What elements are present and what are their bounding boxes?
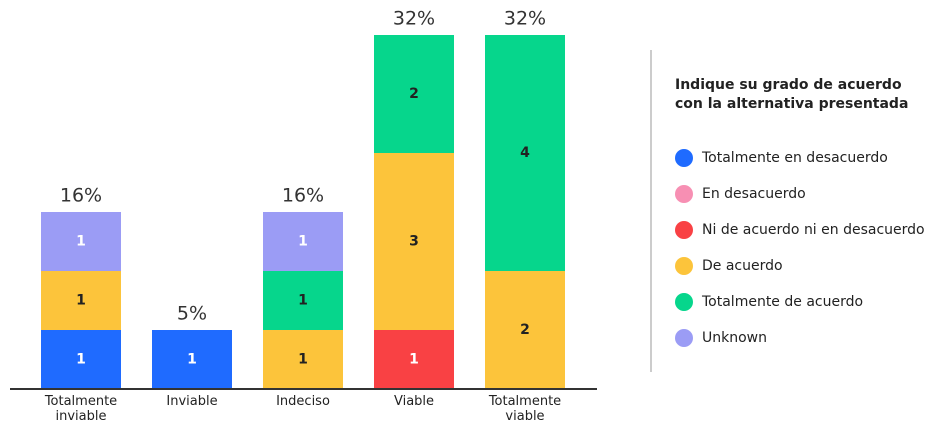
x-tick-label: Totalmente viable bbox=[488, 394, 562, 424]
segment-label: 4 bbox=[520, 145, 530, 161]
x-tick-label: Viable bbox=[393, 394, 435, 409]
bar-segment bbox=[485, 271, 565, 389]
segment-label: 1 bbox=[76, 352, 86, 368]
legend-swatch bbox=[675, 293, 693, 311]
bar-segment bbox=[41, 212, 121, 271]
segment-label: 1 bbox=[409, 352, 419, 368]
bar-segment bbox=[41, 330, 121, 389]
legend-label: Unknown bbox=[702, 330, 767, 346]
legend-title: Indique su grado de acuerdo con la alter… bbox=[675, 77, 909, 112]
bar-segment bbox=[374, 330, 454, 389]
segment-label: 3 bbox=[409, 234, 419, 250]
bar-segment bbox=[485, 35, 565, 271]
segment-label: 1 bbox=[298, 293, 308, 309]
bar-segment bbox=[263, 271, 343, 330]
segment-label: 2 bbox=[409, 86, 419, 102]
legend-label: En desacuerdo bbox=[702, 186, 806, 202]
legend-swatch bbox=[675, 257, 693, 275]
segment-label: 1 bbox=[76, 293, 86, 309]
x-tick-label: Indeciso bbox=[276, 394, 330, 409]
legend-item: En desacuerdo bbox=[675, 184, 806, 204]
legend-swatch bbox=[675, 221, 693, 239]
bar-segment bbox=[41, 271, 121, 330]
segment-label: 1 bbox=[187, 352, 197, 368]
total-label: 32% bbox=[393, 8, 435, 30]
bar-segment bbox=[152, 330, 232, 389]
total-label: 32% bbox=[504, 8, 546, 30]
legend-swatch bbox=[675, 149, 693, 167]
legend-label: Ni de acuerdo ni en desacuerdo bbox=[702, 222, 925, 238]
legend-label: Totalmente en desacuerdo bbox=[702, 150, 888, 166]
x-tick-label: Inviable bbox=[166, 394, 218, 409]
legend-swatch bbox=[675, 185, 693, 203]
bar-segment bbox=[374, 153, 454, 330]
bar-segment bbox=[263, 212, 343, 271]
legend-swatch bbox=[675, 329, 693, 347]
total-label: 5% bbox=[177, 303, 207, 325]
legend-item: Unknown bbox=[675, 328, 767, 348]
legend-item: De acuerdo bbox=[675, 256, 783, 276]
legend-label: De acuerdo bbox=[702, 258, 783, 274]
segment-label: 1 bbox=[298, 234, 308, 250]
segment-label: 2 bbox=[520, 322, 530, 338]
total-label: 16% bbox=[60, 185, 102, 207]
segment-label: 1 bbox=[298, 352, 308, 368]
x-tick-label: Totalmente inviable bbox=[44, 394, 118, 424]
legend-item: Totalmente en desacuerdo bbox=[675, 148, 888, 168]
bar-segment bbox=[263, 330, 343, 389]
legend-item: Ni de acuerdo ni en desacuerdo bbox=[675, 220, 925, 240]
legend-label: Totalmente de acuerdo bbox=[702, 294, 864, 310]
legend-item: Totalmente de acuerdo bbox=[675, 292, 863, 312]
total-label: 16% bbox=[282, 185, 324, 207]
segment-label: 1 bbox=[76, 234, 86, 250]
bar-segment bbox=[374, 35, 454, 153]
